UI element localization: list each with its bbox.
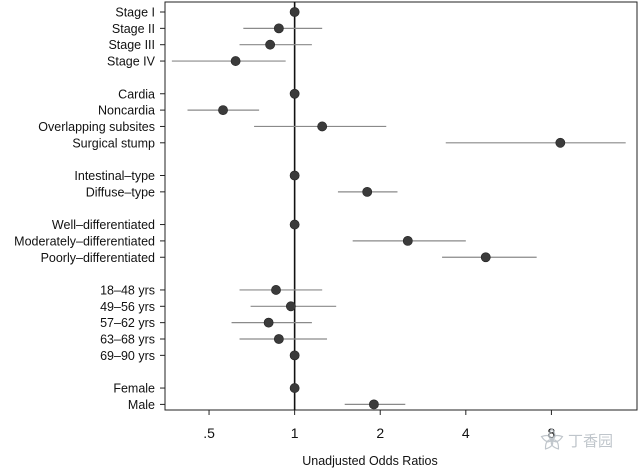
point-estimate — [265, 39, 276, 50]
row-label: 49–56 yrs — [100, 300, 155, 314]
point-estimate — [263, 317, 274, 328]
point-estimate — [402, 235, 413, 246]
row-label: 18–48 yrs — [100, 283, 155, 297]
point-estimate — [230, 56, 241, 66]
row-label: 57–62 yrs — [100, 316, 155, 330]
row-label: Overlapping subsites — [38, 120, 155, 134]
row-label: Female — [113, 382, 155, 396]
row-label: Moderately–differentiated — [14, 234, 155, 248]
point-estimate — [555, 137, 566, 148]
x-tick-label: 8 — [548, 425, 556, 441]
point-estimate — [273, 23, 284, 34]
point-estimate — [289, 7, 300, 17]
row-labels: Stage I Stage II Stage III Stage IV Cardia No… — [14, 6, 165, 412]
point-estimate — [368, 399, 379, 410]
row-label: Noncardia — [98, 104, 155, 118]
row-label: Surgical stump — [72, 136, 155, 150]
x-tick-label: 2 — [376, 425, 384, 441]
point-estimate — [480, 252, 491, 263]
row-label: Stage IV — [107, 55, 156, 69]
watermark: 丁香园 — [540, 428, 613, 450]
watermark-text: 丁香园 — [568, 432, 613, 450]
x-axis: .5 1 2 4 8 — [203, 410, 556, 441]
row-label: Stage I — [115, 6, 155, 20]
row-label: Diffuse–type — [86, 185, 155, 199]
row-label: Stage III — [108, 38, 155, 52]
point-estimate — [289, 383, 300, 393]
point-estimate — [362, 186, 373, 197]
point-estimate — [218, 105, 228, 115]
x-tick-label: .5 — [203, 425, 215, 441]
x-tick-label: 4 — [462, 425, 470, 441]
row-label: Intestinal–type — [74, 169, 155, 183]
row-label: Cardia — [118, 87, 155, 101]
point-estimate — [289, 170, 300, 181]
row-label: 63–68 yrs — [100, 333, 155, 347]
row-label: Poorly–differentiated — [41, 251, 155, 265]
point-estimate — [273, 334, 284, 344]
point-estimate — [289, 350, 300, 361]
row-label: Well–differentiated — [52, 218, 155, 232]
point-estimate — [289, 88, 300, 99]
point-estimate — [271, 285, 281, 295]
x-axis-title: Unadjusted Odds Ratios — [302, 454, 438, 468]
point-estimate — [289, 219, 300, 230]
x-tick-label: 1 — [291, 425, 299, 441]
plot-frame — [164, 1, 638, 411]
point-estimates — [218, 7, 566, 410]
point-estimate — [285, 301, 296, 312]
row-label: Stage II — [112, 22, 155, 36]
row-label: 69–90 yrs — [100, 349, 155, 363]
row-label: Male — [128, 398, 155, 412]
point-estimate — [317, 121, 328, 132]
flower-logo-icon — [540, 428, 564, 450]
